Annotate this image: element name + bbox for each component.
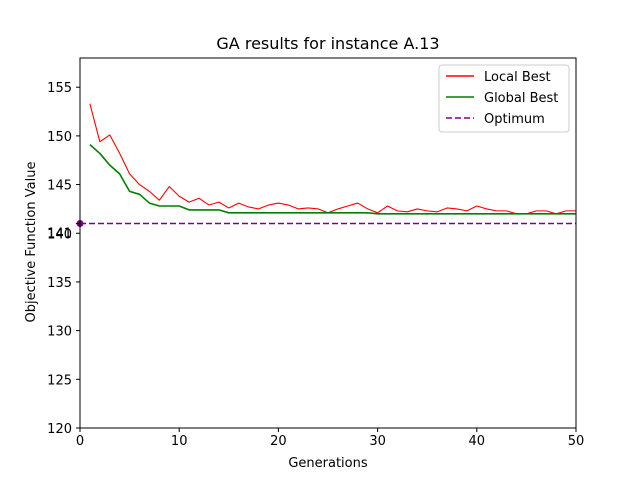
y-axis-label: Objective Function Value: [24, 162, 39, 323]
x-tick-label: 50: [568, 434, 585, 449]
y-tick-label-optimum: 141: [47, 227, 72, 242]
legend-box: [438, 64, 570, 133]
x-tick-label: 30: [369, 434, 386, 449]
legend-label: Optimum: [484, 112, 545, 127]
x-axis-label: Generations: [288, 456, 368, 471]
series-line-global-best: [89, 144, 576, 215]
y-tick-label: 120: [47, 422, 72, 437]
x-tick-label: 10: [171, 434, 188, 449]
y-tick-label: 140: [47, 227, 72, 242]
legend-label: Global Best: [484, 91, 558, 106]
y-tick-label: 130: [47, 325, 72, 340]
series-line-local-best: [89, 103, 576, 215]
x-axis: 0 10 20 30 40 50: [76, 428, 584, 449]
y-tick-label: 125: [47, 373, 72, 388]
chart-title: GA results for instance A.13: [216, 34, 439, 53]
axes-frame: [79, 57, 577, 429]
plot-area: [76, 103, 576, 228]
legend-label: Local Best: [484, 70, 551, 85]
y-tick-label: 135: [47, 276, 72, 291]
x-tick-label: 40: [469, 434, 486, 449]
y-tick-label: 145: [47, 179, 72, 194]
x-tick-label: 20: [270, 434, 287, 449]
x-tick-label: 0: [76, 434, 84, 449]
y-axis: 120 125 130 135 140 145 150 155 141: [47, 81, 80, 437]
y-tick-label: 155: [47, 81, 72, 96]
legend: Local Best Global Best Optimum: [438, 64, 570, 133]
y-tick-label: 150: [47, 130, 72, 145]
